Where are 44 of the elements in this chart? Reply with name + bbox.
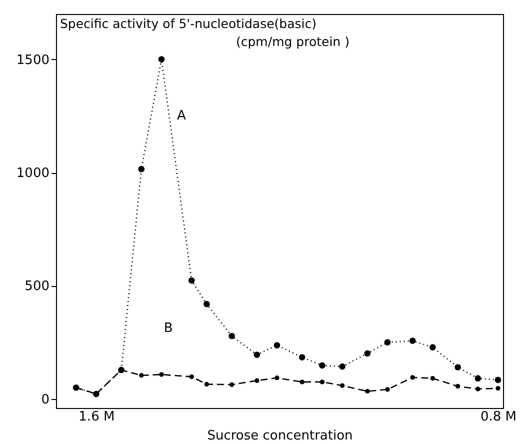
point xyxy=(340,383,345,388)
x-tick-label: 1.6 M xyxy=(78,410,115,424)
point xyxy=(365,388,370,394)
point xyxy=(410,375,415,380)
y-tick-label: 1500 xyxy=(16,52,50,68)
point xyxy=(476,386,480,392)
point xyxy=(430,344,436,350)
text: B xyxy=(164,320,173,336)
x-axis-title: Sucrose concentration xyxy=(207,428,353,444)
point xyxy=(339,363,346,370)
point xyxy=(494,376,502,384)
point xyxy=(274,342,280,348)
series-label: A xyxy=(177,108,186,124)
point xyxy=(298,354,306,360)
x-tick-label: 0.8 M xyxy=(480,410,516,424)
point xyxy=(474,375,482,382)
point xyxy=(274,376,280,380)
point xyxy=(138,166,145,172)
point xyxy=(320,380,325,384)
point xyxy=(385,387,390,392)
point xyxy=(229,382,234,388)
point xyxy=(188,277,195,284)
y-tick-label: 1000 xyxy=(16,166,50,182)
point xyxy=(384,339,391,346)
point xyxy=(319,362,326,369)
y-tick-label: 500 xyxy=(24,279,50,294)
point xyxy=(364,350,371,357)
y-tick-label: 0 xyxy=(41,392,50,408)
point xyxy=(455,384,460,389)
point xyxy=(454,364,461,370)
y-axis-title: Specific activity of 5'-nucleotidase(basic) (cpm/mg protein ) xyxy=(60,16,350,49)
point xyxy=(409,338,416,344)
point xyxy=(158,56,165,62)
point xyxy=(430,376,436,381)
point xyxy=(139,373,144,378)
point xyxy=(189,374,194,380)
point xyxy=(204,382,210,387)
point xyxy=(254,378,260,383)
point xyxy=(204,300,210,308)
point xyxy=(254,352,260,358)
point xyxy=(496,386,500,391)
point xyxy=(159,372,164,377)
point xyxy=(300,380,304,384)
point xyxy=(228,332,235,340)
